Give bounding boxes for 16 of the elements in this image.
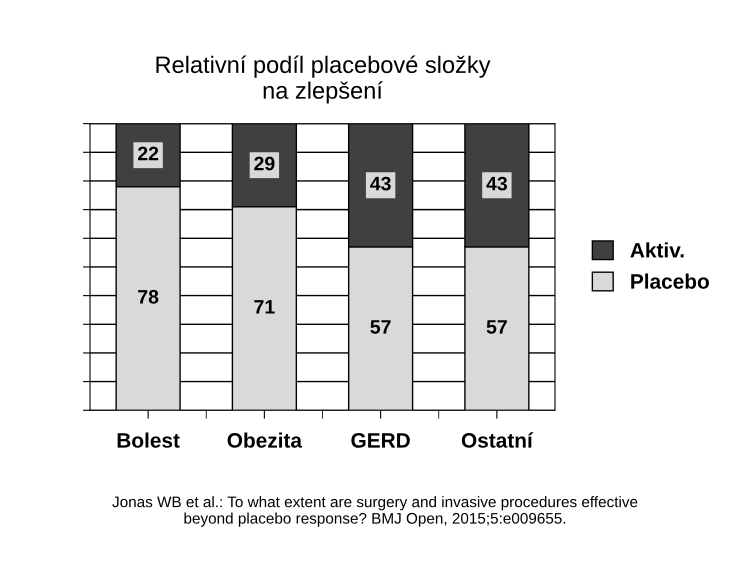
data-label: 22 — [138, 146, 158, 160]
legend-label: Aktiv. — [630, 242, 684, 258]
data-label: 57 — [486, 320, 507, 334]
chart-title: Relativní podíl placebové složky na zlepšení — [156, 55, 490, 104]
text: Jonas WB et al.: To what extent are surgery and invasive procedures effective beyond placebo response? BMJ Open, 2015;5:e009655. — [112, 496, 638, 527]
data-label: 29 — [254, 156, 274, 170]
x-tick-label: Bolest — [118, 432, 180, 448]
data-label: 78 — [138, 290, 158, 304]
x-tick-label: GERD — [351, 433, 410, 448]
data-label: 71 — [254, 300, 275, 314]
x-tick-label: Ostatní — [462, 432, 534, 448]
data-label: 43 — [370, 176, 391, 191]
data-label: 57 — [370, 320, 391, 334]
x-tick-label: Obezita — [228, 432, 302, 448]
data-label: 43 — [486, 176, 507, 191]
legend-label: Placebo — [631, 274, 709, 289]
